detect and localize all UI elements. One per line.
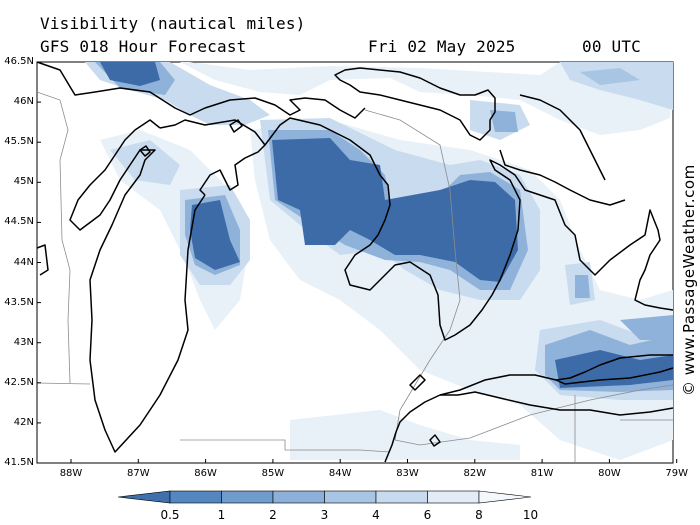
colorbar-label: 4 <box>372 508 380 522</box>
lat-label: 42.5N <box>4 376 34 388</box>
lat-label: 41.5N <box>4 457 34 468</box>
colorbar-under-arrow <box>117 490 171 504</box>
lat-label: 45.5N <box>4 136 34 148</box>
colorbar-label: 0.5 <box>160 508 180 522</box>
colorbar-label: 6 <box>423 508 432 522</box>
colorbar-segment <box>427 490 480 504</box>
lon-label: 85W <box>261 468 285 479</box>
colorbar-segment <box>272 490 325 504</box>
lat-label: 42N <box>13 416 34 428</box>
colorbar-segment <box>169 490 222 504</box>
colorbar-label: 3 <box>320 508 329 522</box>
political-borders <box>36 91 674 462</box>
lat-label: 44N <box>13 256 34 268</box>
colorbar-label: 8 <box>475 508 483 522</box>
colorbar-segment <box>221 490 274 504</box>
forecast-model-label: GFS 018 Hour Forecast <box>40 37 247 56</box>
lon-label: 86W <box>194 468 217 479</box>
colorbar-segment <box>375 490 428 504</box>
lon-label: 88W <box>59 468 83 479</box>
lat-label: 43N <box>13 336 34 348</box>
lon-label: 84W <box>328 468 352 479</box>
credit-text: © www.PassageWeather.com <box>680 164 698 396</box>
lat-label: 43.5N <box>4 296 34 308</box>
lat-label: 44.5N <box>4 216 34 228</box>
lat-label: 45N <box>13 176 34 188</box>
colorbar <box>117 490 532 504</box>
forecast-date: Fri 02 May 2025 <box>368 37 516 56</box>
colorbar-over-arrow <box>478 490 532 504</box>
visibility-shading <box>80 62 673 460</box>
colorbar-segment <box>324 490 377 504</box>
colorbar-label: 2 <box>269 508 277 522</box>
lon-label: 87W <box>126 468 150 479</box>
lon-label: 79W <box>665 468 688 479</box>
lat-label: 46.5N <box>4 56 34 67</box>
lon-label: 80W <box>598 468 621 479</box>
coastlines <box>36 61 674 463</box>
lon-label: 82W <box>463 468 487 479</box>
map-title: Visibility (nautical miles) <box>40 14 306 33</box>
lon-label: 83W <box>396 468 419 479</box>
axis-ticks <box>37 61 678 464</box>
lon-label: 81W <box>530 468 554 479</box>
colorbar-label: 1 <box>217 508 226 522</box>
colorbar-label: 10 <box>522 508 539 522</box>
forecast-time: 00 UTC <box>582 37 641 56</box>
lat-label: 46N <box>13 96 34 108</box>
